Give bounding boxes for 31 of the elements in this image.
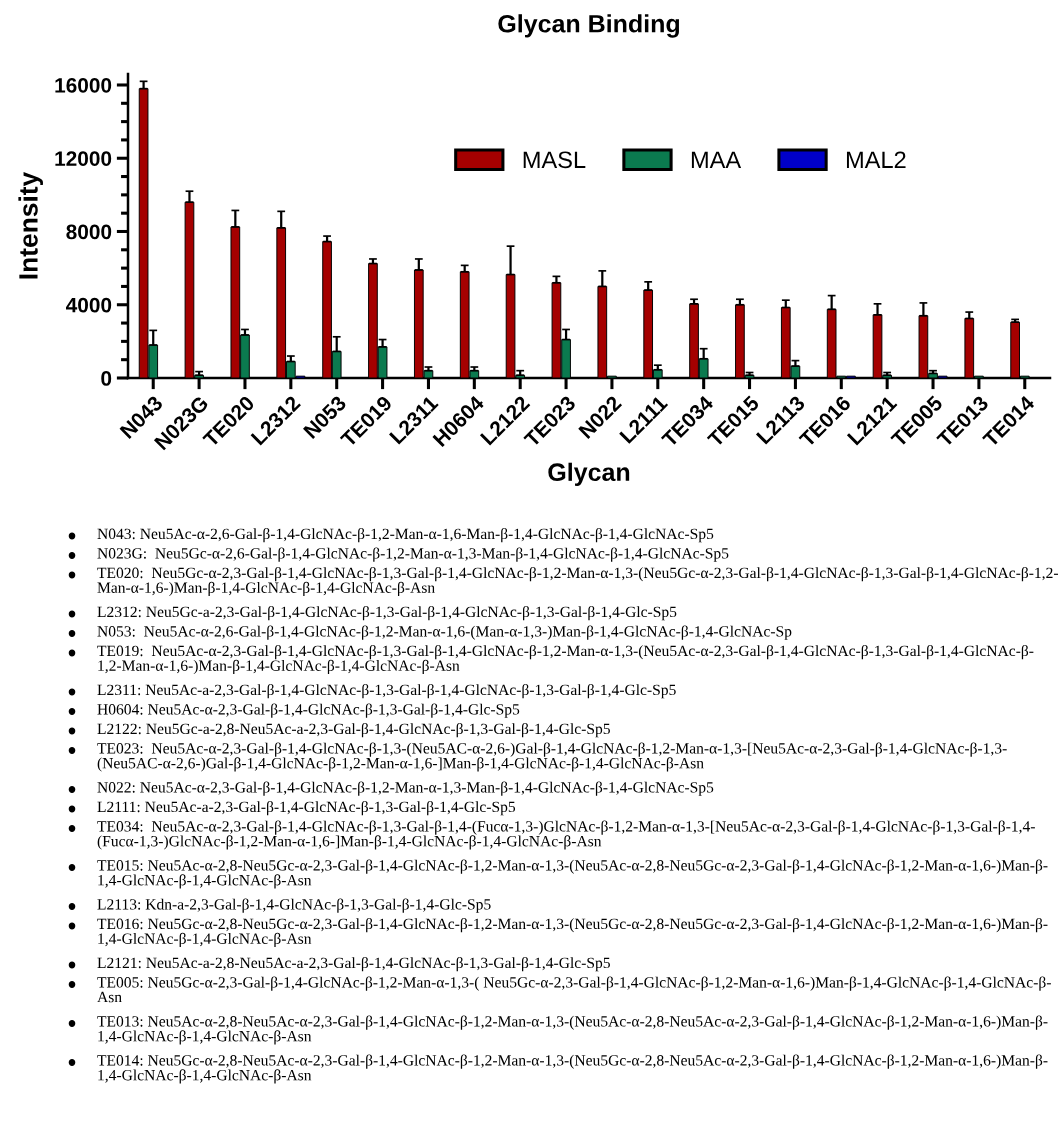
text: L2121: Neu5Ac-a-2,8-Neu5Ac-a-2,3-Gal-β-1,4-GlcNAc-β-1,3-Gal-β-1,4-Glc-Sp5 [97,957,610,972]
text: N043: Neu5Ac-α-2,6-Gal-β-1,4-GlcNAc-β-1,2-Man-α-1,6-Man-β-1,4-GlcNAc-β-1,4-GlcNAc-Sp5 [97,528,714,543]
y-tick-label: 4000 [66,297,112,313]
text: TE016: Neu5Gc-α-2,8-Neu5Gc-α-2,3-Gal-β-1,4-GlcNAc-β-1,2-Man-α-1,3-(Neu5Gc-α-2,8-Neu5Gc-α-2,3-Gal-β-1,4-GlcNAc-β-1,2-Man-α-1,6-)Man-β-1,4-GlcNAc-β-1,4-GlcNAc-β-Asn [97,918,1048,948]
text: N022: Neu5Ac-α-2,3-Gal-β-1,4-GlcNAc-β-1,2-Man-α-1,3-Man-β-1,4-GlcNAc-β-1,4-GlcNAc-Sp5 [97,781,714,796]
text: L2111: Neu5Ac-a-2,3-Gal-β-1,4-GlcNAc-β-1,3-Gal-β-1,4-Glc-Sp5 [97,801,516,816]
text: TE015: Neu5Ac-α-2,8-Neu5Gc-α-2,3-Gal-β-1,4-GlcNAc-β-1,2-Man-α-1,3-(Neu5Ac-α-2,8-Neu5Gc-α-2,3-Gal-β-1,4-GlcNAc-β-1,2-Man-α-1,6-)Man-β-1,4-GlcNAc-β-1,4-GlcNAc-β-Asn [97,859,1048,889]
chart-title: Glycan Binding [498,14,680,38]
y-tick-label: 0 [101,371,112,386]
text: TE019: Neu5Ac-α-2,3-Gal-β-1,4-GlcNAc-β-1,3-Gal-β-1,4-GlcNAc-β-1,2-Man-α-1,3-(Neu5Ac-α-2,3-Gal-β-1,4-GlcNAc-β-1,3-Gal-β-1,4-GlcNAc-β-1,2-Man-α-1,6-)Man-β-1,4-GlcNAc-β-1,4-GlcNAc-β-Asn [97,645,1034,675]
text: TE014: Neu5Gc-α-2,8-Neu5Ac-α-2,3-Gal-β-1,4-GlcNAc-β-1,2-Man-α-1,3-(Neu5Gc-α-2,8-Neu5Ac-α-2,3-Gal-β-1,4-GlcNAc-β-1,2-Man-α-1,6-)Man-β-1,4-GlcNAc-β-1,4-GlcNAc-β-Asn [97,1054,1048,1084]
y-axis-title: Intensity [18,171,43,279]
x-axis-title: Glycan [548,462,630,487]
y-tick-label: 16000 [55,77,112,93]
text: TE005: Neu5Gc-α-2,3-Gal-β-1,4-GlcNAc-β-1,2-Man-α-1,3-( Neu5Gc-α-2,3-Gal-β-1,4-GlcNAc-β-1,2-Man-α-1,6-)Man-β-1,4-GlcNAc-β-1,4-GlcNAc-β-Asn [97,976,1051,1003]
legend-label: MAL2 [846,151,906,168]
y-tick-label: 8000 [66,224,112,240]
text: L2113: Kdn-a-2,3-Gal-β-1,4-GlcNAc-β-1,3-Gal-β-1,4-Glc-Sp5 [97,898,491,913]
y-tick-label: 12000 [55,151,112,166]
text: L2311: Neu5Ac-a-2,3-Gal-β-1,4-GlcNAc-β-1,3-Gal-β-1,4-GlcNAc-β-1,3-Gal-β-1,4-Glc-Sp5 [97,684,676,699]
text: TE020: Neu5Gc-α-2,3-Gal-β-1,4-GlcNAc-β-1,3-Gal-β-1,4-GlcNAc-β-1,2-Man-α-1,3-(Neu5Gc-α-2,3-Gal-β-1,4-GlcNAc-β-1,3-Gal-β-1,4-GlcNAc-β-1,2-Man-α-1,6-)Man-β-1,4-GlcNAc-β-1,4-GlcNAc-β-Asn [97,567,1058,597]
text: H0604: Neu5Ac-α-2,3-Gal-β-1,4-GlcNAc-β-1,3-Gal-β-1,4-Glc-Sp5 [97,703,520,718]
text: TE013: Neu5Ac-α-2,8-Neu5Ac-α-2,3-Gal-β-1,4-GlcNAc-β-1,2-Man-α-1,3-(Neu5Ac-α-2,8-Neu5Ac-α-2,3-Gal-β-1,4-GlcNAc-β-1,2-Man-α-1,6-)Man-β-1,4-GlcNAc-β-1,4-GlcNAc-β-Asn [97,1015,1048,1045]
legend-label: MASL [523,151,586,169]
text: N053: Neu5Ac-α-2,6-Gal-β-1,4-GlcNAc-β-1,2-Man-α-1,6-(Man-α-1,3-)Man-β-1,4-GlcNAc-β-1,4-GlcNAc-Sp [97,625,792,640]
text: N023G: Neu5Gc-α-2,6-Gal-β-1,4-GlcNAc-β-1,2-Man-α-1,3-Man-β-1,4-GlcNAc-β-1,4-GlcNAc-Sp5 [97,547,729,562]
text: L2122: Neu5Gc-a-2,8-Neu5Ac-a-2,3-Gal-β-1,4-GlcNAc-β-1,3-Gal-β-1,4-Glc-Sp5 [97,723,610,738]
text: TE023: Neu5Ac-α-2,3-Gal-β-1,4-GlcNAc-β-1,3-(Neu5AC-α-2,6-)Gal-β-1,4-GlcNAc-β-1,2-Man-α-1,3-[Neu5Ac-α-2,3-Gal-β-1,4-GlcNAc-β-1,3-(Neu5AC-α-2,6-)Gal-β-1,4-GlcNAc-β-1,2-Man-α-1,6-]Man-β-1,4-GlcNAc-β-1,4-GlcNAc-β-Asn [97,742,1007,772]
text: TE034: Neu5Ac-α-2,3-Gal-β-1,4-GlcNAc-β-1,3-Gal-β-1,4-(Fucα-1,3-)GlcNAc-β-1,2-Man-α-1,3-[Neu5Ac-α-2,3-Gal-β-1,4-GlcNAc-β-1,3-Gal-β-1,4-(Fucα-1,3-)GlcNAc-β-1,2-Man-α-1,6-]Man-β-1,4-GlcNAc-β-1,4-GlcNAc-β-Asn [97,820,1035,850]
text: L2312: Neu5Gc-a-2,3-Gal-β-1,4-GlcNAc-β-1,3-Gal-β-1,4-GlcNAc-β-1,3-Gal-β-1,4-Glc-Sp5 [97,606,677,621]
legend-label: MAA [691,151,742,168]
